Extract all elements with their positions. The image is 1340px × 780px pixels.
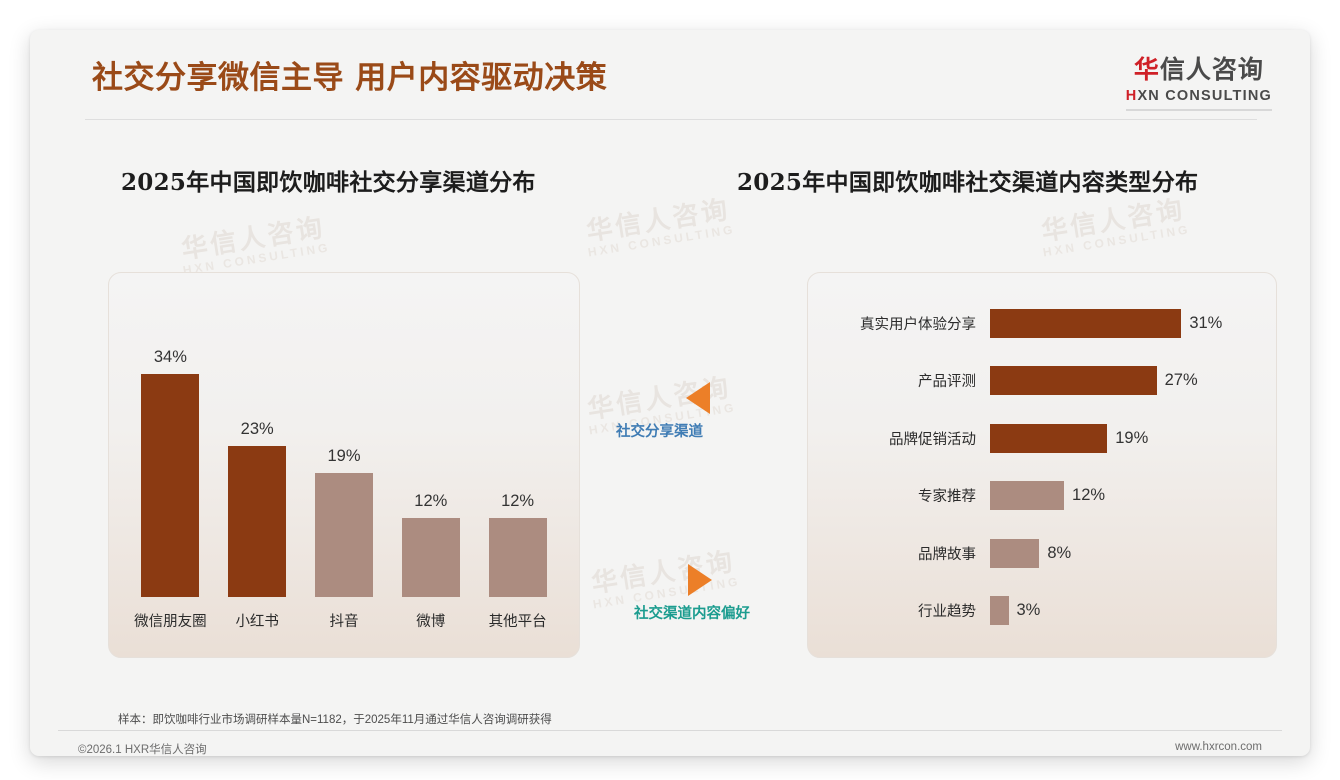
horizontal-bar [990,596,1009,626]
bar-value-label: 19% [327,446,361,465]
logo-en-red: H [1125,88,1138,104]
vertical-bar-group: 19% 抖音 [301,299,388,657]
bar-value-label: 12% [414,492,448,511]
category-label: 微博 [416,614,446,630]
callout-content-preference: 社交渠道内容偏好 [616,564,750,623]
category-label: 真实用户体验分享 [860,316,976,333]
slide-header: 社交分享微信主导 用户内容驱动决策 华信人咨询 HXN CONSULTING [30,30,1310,120]
footer-copyright: ©2026.1 HXR华信人咨询 [78,744,207,756]
bar-track: 27% [990,366,1266,396]
logo-en-dark: XN CONSULTING [1137,88,1272,104]
bar-value-label: 3% [1016,601,1041,620]
bar-value-label: 12% [1072,486,1106,505]
horizontal-bar [990,308,1182,338]
vertical-bar [488,518,547,597]
vertical-bar [401,518,460,597]
watermark: 华信人咨询 HXN CONSULTING [1038,194,1192,260]
watermark-cn: 华信人咨询 [1039,194,1188,248]
vertical-bar-group: 34% 微信朋友圈 [127,299,214,657]
bar-track: 19% [990,423,1266,453]
watermark-en: HXN CONSULTING [586,222,737,260]
category-label: 品牌故事 [918,546,976,563]
bar-track: 31% [990,308,1266,338]
category-label: 小红书 [235,614,279,630]
bar-value-label: 31% [1189,313,1223,332]
horizontal-bar-group: 真实用户体验分享 31% [818,303,1266,343]
vertical-bar-group: 12% 其他平台 [474,299,561,657]
bar-value-label: 34% [153,348,187,367]
category-label: 品牌促销活动 [889,431,976,448]
logo-underline [1125,108,1272,111]
category-label: 微信朋友圈 [134,614,207,630]
category-label: 专家推荐 [918,489,976,506]
bar-value-label: 23% [240,420,274,439]
logo-cn-dark: 信人咨询 [1159,55,1264,84]
watermark: 华信人咨询 HXN CONSULTING [178,212,332,278]
callout-social-share-channel: 社交分享渠道 [616,382,710,441]
horizontal-bar [990,366,1157,396]
horizontal-bar [990,481,1065,511]
horizontal-bar-group: 产品评测 27% [818,361,1266,401]
triangle-right-icon [688,564,712,596]
horizontal-bar-group: 行业趋势 3% [818,591,1266,631]
category-label: 行业趋势 [918,604,976,621]
category-label: 其他平台 [488,614,547,630]
vertical-bar [141,374,200,597]
horizontal-bar-group: 品牌故事 8% [818,533,1266,573]
logo-chinese-text: 华信人咨询 [1126,57,1272,82]
bar-value-label: 8% [1047,543,1072,562]
slide-canvas: 社交分享微信主导 用户内容驱动决策 华信人咨询 HXN CONSULTING 2… [30,30,1310,756]
callout-label: 社交渠道内容偏好 [634,606,750,622]
left-chart-title: 2025年中国即饮咖啡社交分享渠道分布 [121,169,536,196]
bar-track: 12% [990,481,1266,511]
logo-english-text: HXN CONSULTING [1126,89,1272,104]
watermark-cn: 华信人咨询 [584,194,733,248]
watermark-cn: 华信人咨询 [179,212,328,266]
horizontal-bar [990,538,1040,568]
vertical-bar-chart: 34% 微信朋友圈 23% 小红书 19% 抖音 12% 微博 12% 其他平台 [109,273,579,657]
bar-track: 8% [990,538,1266,568]
company-logo: 华信人咨询 HXN CONSULTING [1125,57,1272,111]
logo-cn-red: 华 [1133,55,1160,84]
category-label: 产品评测 [918,374,976,391]
right-chart-title: 2025年中国即饮咖啡社交渠道内容类型分布 [737,169,1199,196]
watermark-en: HXN CONSULTING [1041,222,1192,260]
bar-value-label: 27% [1164,371,1198,390]
vertical-bar-group: 12% 微博 [387,299,474,657]
sample-note: 样本：即饮咖啡行业市场调研样本量N=1182，于2025年11月通过华信人咨询调… [118,714,552,726]
header-divider [85,119,1257,120]
footer-website[interactable]: www.hxrcon.com [1175,741,1262,753]
page-title: 社交分享微信主导 用户内容驱动决策 [92,60,608,96]
right-chart-panel: 真实用户体验分享 31% 产品评测 27% 品牌促销活动 19% 专家推荐 12% 品牌故事 8%… [807,272,1277,658]
bar-value-label: 19% [1115,428,1149,447]
horizontal-bar-group: 品牌促销活动 19% [818,418,1266,458]
left-chart-panel: 34% 微信朋友圈 23% 小红书 19% 抖音 12% 微博 12% 其他平台 [108,272,580,658]
category-label: 抖音 [329,614,359,630]
bar-track: 3% [990,596,1266,626]
vertical-bar [228,446,287,597]
horizontal-bar-chart: 真实用户体验分享 31% 产品评测 27% 品牌促销活动 19% 专家推荐 12% 品牌故事 8%… [808,273,1276,657]
vertical-bar [314,472,373,597]
footer-divider [58,730,1282,731]
horizontal-bar [990,423,1108,453]
triangle-left-icon [686,382,710,414]
watermark: 华信人咨询 HXN CONSULTING [583,194,737,260]
vertical-bar-group: 23% 小红书 [214,299,301,657]
horizontal-bar-group: 专家推荐 12% [818,476,1266,516]
bar-value-label: 12% [501,492,535,511]
callout-label: 社交分享渠道 [616,424,703,440]
